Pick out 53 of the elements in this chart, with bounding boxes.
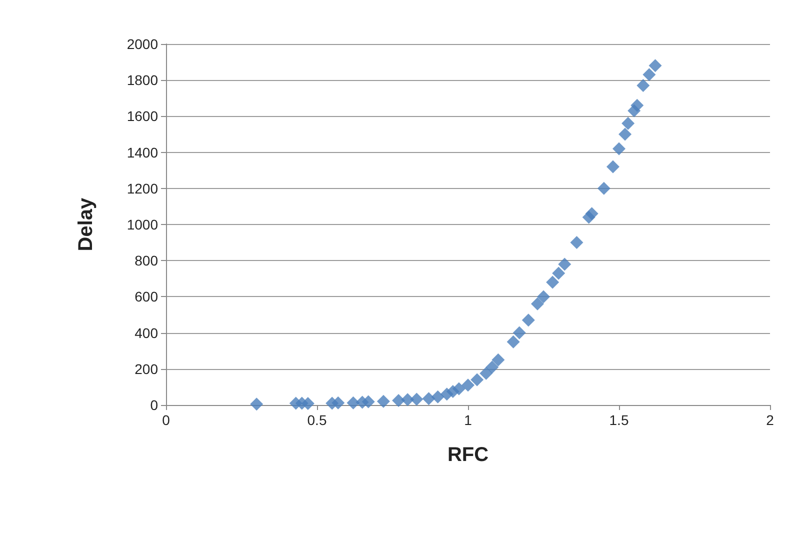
point (552, 266, 566, 280)
point (392, 394, 406, 407)
y-tick-label: 1000 (126, 216, 158, 232)
point (431, 390, 444, 404)
y-tick-label: 800 (134, 252, 158, 269)
y-tick-label: 2000 (126, 36, 158, 52)
point (618, 128, 632, 141)
point (530, 297, 544, 310)
point (506, 335, 520, 348)
x-tick-label: 0.5 (307, 412, 327, 428)
point (512, 326, 526, 340)
point (301, 397, 314, 410)
point (570, 236, 584, 250)
point (462, 378, 474, 392)
point (597, 182, 610, 195)
point (606, 160, 620, 174)
point (480, 366, 493, 380)
point (486, 360, 499, 374)
point (537, 290, 550, 304)
point (250, 398, 264, 411)
y-tick-label: 1600 (126, 108, 158, 124)
point (558, 258, 572, 271)
point (470, 373, 484, 386)
x-tick-label: 1 (464, 412, 472, 428)
x-tick-label: 0 (162, 412, 170, 428)
point (612, 142, 626, 156)
point (346, 396, 360, 410)
y-tick-label: 0 (150, 397, 158, 413)
y-tick-label: 400 (134, 324, 158, 341)
point (636, 79, 650, 92)
point (630, 98, 644, 112)
point (410, 392, 424, 406)
y-axis-title: Delay (75, 196, 97, 252)
x-tick-label: 2 (766, 412, 774, 428)
point (546, 276, 560, 289)
x-tick-label: 1.5 (609, 412, 629, 428)
y-tick-label: 200 (134, 360, 158, 377)
point (376, 394, 390, 408)
point (332, 396, 345, 410)
point (585, 207, 598, 220)
point (422, 392, 436, 406)
point (642, 68, 656, 82)
y-tick-label: 1400 (126, 144, 158, 160)
y-tick-label: 1800 (126, 72, 158, 88)
point (522, 314, 535, 327)
y-tick-label: 600 (134, 288, 158, 305)
point (648, 59, 662, 72)
x-axis-title: RFC (447, 444, 489, 466)
point (622, 116, 635, 130)
point (492, 353, 505, 366)
point (452, 382, 466, 396)
point (362, 395, 375, 408)
y-tick-label: 1200 (126, 180, 158, 196)
